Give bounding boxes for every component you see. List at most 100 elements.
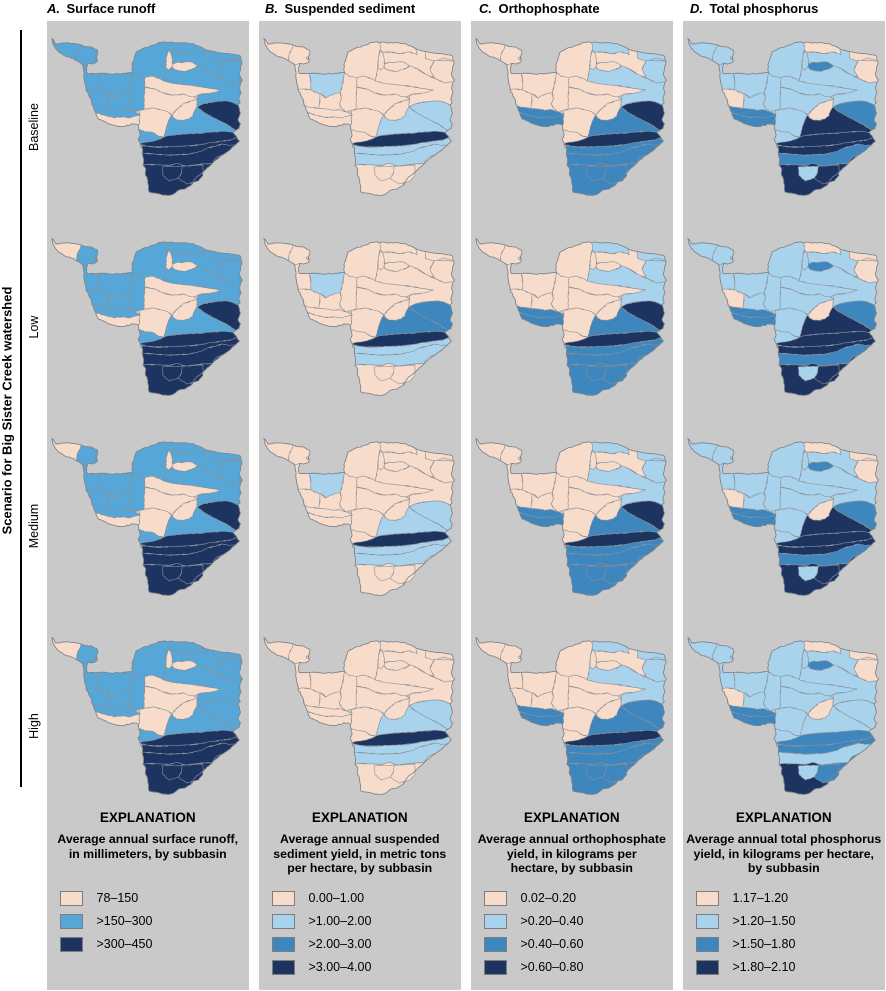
column-letter: A. xyxy=(47,1,60,16)
legend-label: 78–150 xyxy=(96,891,139,905)
subbasin-s4 xyxy=(343,241,381,281)
legend-swatch xyxy=(483,960,507,975)
panel-B: B. Suspended sediment EXPLANATION Average … xyxy=(258,1,462,990)
subbasin-r3e xyxy=(601,364,628,384)
subbasin-r3e xyxy=(389,364,416,384)
legend-D: EXPLANATION Average annual total phosphor… xyxy=(683,810,886,990)
map-C-high xyxy=(475,636,669,797)
subbasin-r3e xyxy=(177,164,204,185)
scenario-axis-label: Scenario for Big Sister Creek watershed xyxy=(0,286,15,535)
pond-ring-icon xyxy=(305,456,309,460)
subbasin-r3e xyxy=(813,764,840,784)
subbasin-s4 xyxy=(555,640,593,681)
subbasin-s4 xyxy=(555,41,593,82)
watershed-map-svg xyxy=(51,637,243,796)
legend-row: 78–150 xyxy=(47,888,250,911)
legend-label: 0.02–0.20 xyxy=(520,891,577,905)
legend-A: EXPLANATION Average annual surface runoff… xyxy=(47,810,250,990)
subbasin-r3e xyxy=(813,564,840,584)
legend-rows: 78–150 >150–300 >300–450 xyxy=(47,888,250,957)
legend-row: 0.00–1.00 xyxy=(259,888,462,911)
subbasin-boundary-line xyxy=(433,657,454,661)
legend-subtitle-line: yield, in kilograms per xyxy=(506,846,637,861)
legend-swatch xyxy=(483,914,507,929)
legend-swatch xyxy=(271,937,295,952)
legend-swatch xyxy=(695,960,719,975)
map-A-low xyxy=(51,237,245,398)
column-title: Orthophosphate xyxy=(492,1,600,16)
column-header-A: A. Surface runoff xyxy=(47,1,155,16)
watershed-map-svg xyxy=(687,238,879,396)
subbasin-r3e xyxy=(177,364,204,384)
subbasin-boundary-line xyxy=(645,257,666,262)
scenario-axis-rule xyxy=(20,30,22,787)
column-letter: D. xyxy=(690,1,703,16)
column-title: Suspended sediment xyxy=(278,1,416,16)
legend-swatch xyxy=(59,914,83,929)
legend-label: >0.40–0.60 xyxy=(520,937,584,951)
watershed-outline xyxy=(687,437,879,596)
subbasin-s4 xyxy=(343,441,381,481)
pond-ring-icon xyxy=(93,56,97,60)
pond-ring-icon xyxy=(93,456,97,460)
subbasin-boundary-line xyxy=(645,57,666,62)
legend-row: >3.00–4.00 xyxy=(259,957,462,980)
subbasin-boundary-line xyxy=(221,57,242,62)
map-C-medium xyxy=(475,437,669,598)
legend-swatch xyxy=(483,891,507,906)
subbasin-r3e xyxy=(601,764,628,784)
subbasin-boundary-line xyxy=(433,457,454,461)
watershed-outline xyxy=(475,238,667,396)
row-label-high: High xyxy=(27,712,41,739)
watershed-map-svg xyxy=(51,238,243,396)
pond-ring-icon xyxy=(729,655,733,660)
subbasin-boundary-line xyxy=(433,257,454,262)
row-label-medium: Medium xyxy=(27,503,41,549)
subbasin-s4 xyxy=(767,441,805,481)
legend-swatch xyxy=(483,937,507,952)
legend-subtitle-line: Average annual total phosphorus xyxy=(686,832,882,846)
watershed-map-svg xyxy=(263,238,455,396)
legend-subtitle: Average annual orthophosphate yield, in k… xyxy=(471,832,674,876)
watershed-map-svg xyxy=(475,38,667,196)
watershed-map-svg xyxy=(263,437,455,596)
subbasin-boundary-line xyxy=(221,257,242,262)
legend-row: >150–300 xyxy=(47,911,250,934)
legend-row: >0.60–0.80 xyxy=(471,957,674,980)
watershed-map-svg xyxy=(475,637,667,796)
legend-swatch xyxy=(271,914,295,929)
legend-swatch xyxy=(695,891,719,906)
watershed-outline xyxy=(687,637,879,796)
subbasin-s4 xyxy=(767,241,805,281)
pond-ring-icon xyxy=(93,256,97,260)
legend-row: >1.80–2.10 xyxy=(683,957,886,980)
subbasin-r3e xyxy=(601,164,628,185)
pond-ring-icon xyxy=(517,56,521,60)
watershed-outline xyxy=(687,38,879,196)
legend-row: >2.00–3.00 xyxy=(259,934,462,957)
subbasin-s4 xyxy=(343,41,381,82)
legend-row: >1.00–2.00 xyxy=(259,911,462,934)
pond-ring-icon xyxy=(93,655,97,660)
pond-ring-icon xyxy=(305,655,309,660)
watershed-outline xyxy=(51,38,243,196)
legend-subtitle: Average annual total phosphorus yield, in… xyxy=(683,832,886,876)
legend-rows: 1.17–1.20 >1.20–1.50 >1.50–1.80 >1.80–2.10 xyxy=(683,888,886,980)
subbasin-boundary-line xyxy=(221,657,242,661)
legend-row: 1.17–1.20 xyxy=(683,888,886,911)
legend-rows: 0.02–0.20 >0.20–0.40 >0.40–0.60 >0.60–0.80 xyxy=(471,888,674,980)
row-label-low: Low xyxy=(27,315,41,338)
legend-label: 0.00–1.00 xyxy=(308,891,365,905)
watershed-map-svg xyxy=(687,437,879,596)
legend-B: EXPLANATION Average annual suspended sedim… xyxy=(259,810,462,990)
legend-label: >1.00–2.00 xyxy=(308,914,372,928)
legend-label: >300–450 xyxy=(96,937,153,951)
watershed-outline xyxy=(475,38,667,196)
map-A-medium xyxy=(51,437,245,598)
column-title: Total phosphorus xyxy=(703,1,819,16)
legend-subtitle-line: yield, in kilograms per hectare, xyxy=(693,846,874,861)
pond-ring-icon xyxy=(517,456,521,460)
watershed-map-svg xyxy=(687,637,879,796)
watershed-outline xyxy=(475,637,667,796)
legend-subtitle-line: Average annual surface runoff, xyxy=(57,832,239,846)
